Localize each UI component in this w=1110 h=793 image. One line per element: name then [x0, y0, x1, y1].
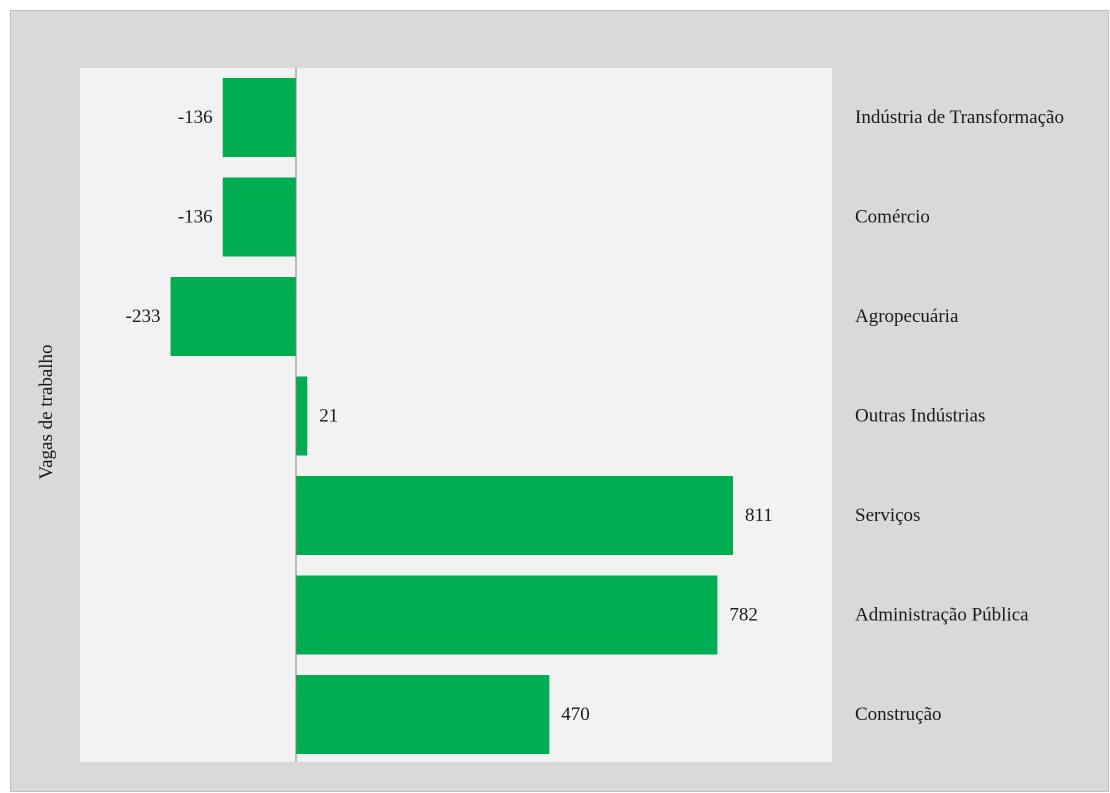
category-label-5: Serviços: [855, 505, 920, 526]
value-label-3: -233: [126, 306, 161, 327]
category-label-3: Agropecuária: [855, 306, 959, 327]
value-label-4: 21: [319, 406, 338, 427]
value-labels-group: -136 -136 -233 21 811 782 470: [126, 107, 773, 725]
bar-7: [296, 675, 550, 754]
value-label-7: 470: [561, 704, 590, 725]
plot-area: [80, 68, 832, 762]
category-label-2: Comércio: [855, 207, 930, 228]
value-label-5: 811: [745, 505, 773, 526]
bars-group: [170, 78, 733, 754]
value-label-2: -136: [178, 207, 213, 228]
category-label-1: Indústria de Transformação: [855, 107, 1064, 128]
y-axis-title: Vagas de trabalho: [36, 344, 57, 479]
bar-6: [296, 575, 718, 655]
value-label-6: 782: [729, 605, 758, 626]
bar-1: [222, 78, 296, 157]
category-label-7: Construção: [855, 704, 942, 725]
category-label-6: Administração Pública: [855, 605, 1029, 626]
bar-2: [222, 177, 296, 257]
value-label-1: -136: [178, 107, 213, 128]
bar-4: [296, 376, 308, 456]
category-labels-group: Indústria de Transformação Comércio Agrope…: [855, 107, 1064, 725]
bar-5: [296, 476, 733, 555]
bar-3: [170, 277, 296, 356]
category-label-4: Outras Indústrias: [855, 406, 985, 427]
